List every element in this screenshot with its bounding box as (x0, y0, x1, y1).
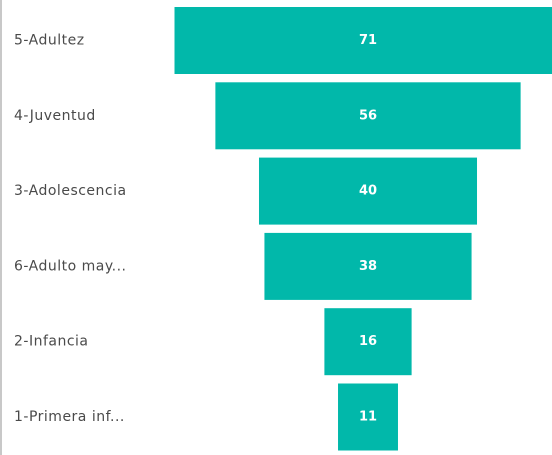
category-label: 4-Juventud (14, 108, 96, 124)
value-label: 71 (359, 33, 377, 48)
category-label: 3-Adolescencia (14, 183, 127, 199)
funnel-bar (174, 7, 552, 74)
value-label: 11 (359, 410, 377, 425)
funnel-bar (258, 157, 478, 225)
funnel-bar (215, 82, 521, 150)
category-label: 5-Adultez (14, 33, 85, 49)
funnel-bar (264, 232, 472, 300)
value-label: 40 (359, 184, 377, 199)
funnel-bar (338, 383, 398, 451)
category-label: 2-Infancia (14, 334, 89, 350)
value-label: 16 (359, 334, 377, 349)
value-label: 56 (359, 108, 377, 123)
category-label: 6-Adulto may... (14, 258, 127, 274)
category-label: 1-Primera inf... (14, 409, 125, 425)
funnel-bar (324, 308, 412, 376)
value-label: 38 (359, 259, 377, 274)
